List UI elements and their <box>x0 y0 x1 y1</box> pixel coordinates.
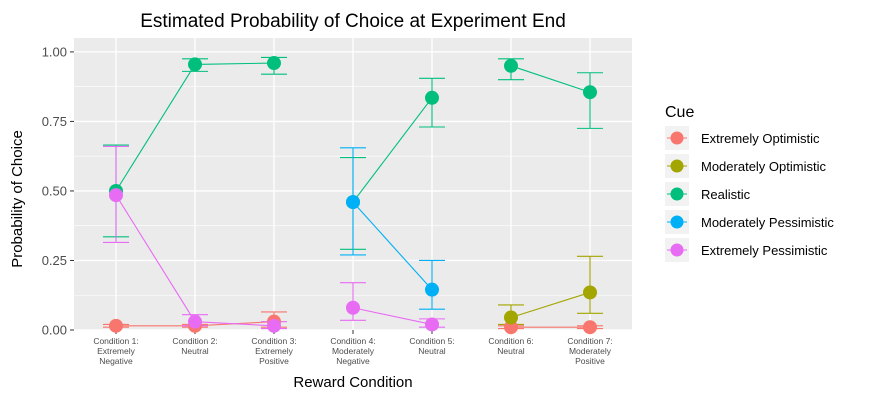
x-tick-label-line: Condition 1: <box>93 336 138 346</box>
data-point <box>583 85 597 100</box>
legend-key-point <box>670 215 684 229</box>
x-tick-label-line: Negative <box>99 356 133 366</box>
x-tick-label: Condition 7: Moderately Positive <box>567 336 612 366</box>
legend-label: Extremely Pessimistic <box>701 243 828 258</box>
series-line-segment <box>352 201 433 291</box>
series-line-segment <box>194 62 275 65</box>
x-tick-label-line: Extremely <box>97 346 136 356</box>
x-tick-label: Condition 3: Extremely Positive <box>251 336 296 366</box>
series-line-segment <box>115 64 196 192</box>
x-tick-label-line: Moderately <box>332 346 375 356</box>
x-tick-label-line: Negative <box>336 356 370 366</box>
data-point <box>346 195 360 210</box>
y-tick-label: 0.00 <box>42 323 67 338</box>
chart-title: Estimated Probability of Choice at Exper… <box>140 11 566 32</box>
series-line-segment <box>352 307 433 325</box>
series-line-segment <box>115 194 196 322</box>
x-tick-label-line: Extremely <box>255 346 294 356</box>
legend-key-point <box>670 243 684 257</box>
x-tick-label-line: Condition 2: <box>172 336 217 346</box>
legend-key-point <box>670 187 684 201</box>
x-tick-label-line: Neutral <box>497 346 525 356</box>
series-line-segment <box>194 321 275 327</box>
x-tick-label-line: Condition 7: <box>567 336 612 346</box>
legend-key-point <box>670 159 684 173</box>
data-point <box>188 314 202 329</box>
x-tick-label: Condition 2: Neutral <box>172 336 217 356</box>
x-tick-label: Condition 5: Neutral <box>409 336 454 356</box>
x-tick-label-line: Condition 4: <box>330 336 375 346</box>
data-point <box>583 320 597 335</box>
series-line-segment <box>510 65 591 93</box>
data-point <box>346 300 360 315</box>
data-point <box>425 317 439 332</box>
x-tick-label-line: Condition 5: <box>409 336 454 346</box>
data-point <box>583 285 597 300</box>
x-tick-label-line: Positive <box>259 356 289 366</box>
data-point <box>267 318 281 333</box>
data-point <box>504 310 518 325</box>
legend-label: Moderately Pessimistic <box>701 215 834 230</box>
legend-key-point <box>670 131 684 145</box>
x-tick-label-line: Neutral <box>181 346 209 356</box>
x-tick-label-line: Moderately <box>569 346 612 356</box>
x-tick-label: Condition 4: Moderately Negative <box>330 336 375 366</box>
data-point <box>504 58 518 73</box>
legend-label: Moderately Optimistic <box>701 159 826 174</box>
y-tick-label: 0.75 <box>42 114 67 129</box>
x-tick-label-line: Neutral <box>418 346 446 356</box>
x-tick-label-line: Condition 6: <box>488 336 533 346</box>
x-tick-label: Condition 1: Extremely Negative <box>93 336 138 366</box>
series-line-segment <box>352 97 433 203</box>
x-axis-label: Reward Condition <box>293 374 412 391</box>
y-tick-label: 0.50 <box>42 183 67 198</box>
data-point <box>267 56 281 71</box>
data-point <box>425 90 439 105</box>
data-point <box>109 318 123 333</box>
legend-title: Cue <box>665 104 694 121</box>
series-line-segment <box>510 291 591 319</box>
data-point <box>504 320 518 335</box>
y-axis-label: Probability of Choice <box>9 130 26 268</box>
data-point <box>188 57 202 72</box>
data-point <box>425 282 439 297</box>
y-tick-label: 1.00 <box>42 44 67 59</box>
x-tick-label: Condition 6: Neutral <box>488 336 533 356</box>
legend-label: Realistic <box>701 187 751 202</box>
x-tick-label-line: Positive <box>575 356 605 366</box>
data-point <box>109 188 123 203</box>
legend-label: Extremely Optimistic <box>701 131 820 146</box>
y-tick-label: 0.25 <box>42 253 67 268</box>
x-tick-label-line: Condition 3: <box>251 336 296 346</box>
